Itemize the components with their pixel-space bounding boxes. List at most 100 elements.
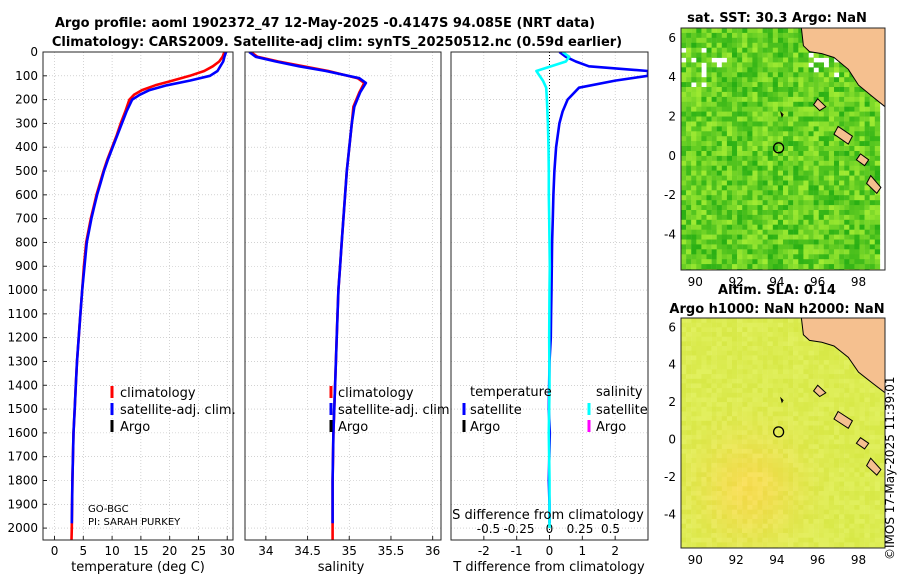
grid-cell <box>742 77 748 83</box>
grid-cell <box>762 205 768 211</box>
grid-cell <box>859 467 865 473</box>
grid-cell <box>777 509 784 515</box>
grid-cell <box>834 170 840 176</box>
grid-cell <box>777 332 784 338</box>
grid-cell <box>721 481 728 487</box>
grid-cell <box>747 165 753 171</box>
grid-cell <box>828 383 835 389</box>
grid-cell <box>772 332 779 338</box>
grid-cell <box>686 136 692 142</box>
grid-cell <box>681 214 687 221</box>
grid-cell <box>783 91 789 98</box>
grid-cell <box>874 481 881 487</box>
grid-cell <box>798 200 804 206</box>
grid-cell <box>691 406 697 413</box>
grid-cell <box>808 420 814 427</box>
grid-cell <box>767 327 773 333</box>
grid-cell <box>721 434 728 441</box>
grid-cell <box>752 126 758 132</box>
grid-cell <box>874 155 881 162</box>
grid-cell <box>757 244 763 250</box>
grid-cell <box>767 234 773 240</box>
grid-cell <box>747 346 753 352</box>
grid-cell <box>823 136 830 142</box>
grid-cell <box>757 514 763 520</box>
grid-cell <box>869 392 875 399</box>
grid-cell <box>772 185 779 191</box>
grid-cell <box>726 146 733 152</box>
grid-cell <box>767 322 773 328</box>
grid-cell <box>818 537 824 543</box>
grid-cell <box>762 52 768 58</box>
grid-cell <box>681 318 687 324</box>
sla-land <box>780 318 885 476</box>
grid-cell <box>726 87 733 93</box>
grid-cell <box>686 116 692 122</box>
grid-cell <box>864 383 870 389</box>
grid-cell <box>686 537 692 543</box>
grid-cell <box>818 416 824 422</box>
grid-cell <box>706 101 712 108</box>
grid-cell <box>798 448 804 455</box>
grid-cell <box>772 116 779 122</box>
grid-cell <box>849 229 855 235</box>
grid-cell <box>777 425 784 431</box>
grid-cell <box>757 332 763 338</box>
grid-cell <box>716 467 722 473</box>
grid-cell <box>839 439 845 445</box>
grid-cell <box>783 106 789 112</box>
grid-cell <box>757 327 763 333</box>
grid-cell <box>772 205 779 211</box>
grid-cell <box>803 254 809 260</box>
grid-cell <box>828 491 835 497</box>
grid-cell <box>874 388 881 394</box>
grid-cell <box>716 244 722 250</box>
grid-cell <box>777 91 784 98</box>
grid-cell <box>696 519 702 525</box>
grid-cell <box>788 131 794 137</box>
grid-cell <box>691 439 697 445</box>
grid-cell <box>732 264 738 270</box>
grid-cell <box>721 444 728 450</box>
grid-cell <box>716 364 722 370</box>
grid-cell <box>798 229 804 235</box>
grid-cell <box>767 378 773 385</box>
grid-cell <box>772 350 779 356</box>
grid-cell <box>823 210 830 216</box>
grid-cell <box>772 453 779 459</box>
grid-cell <box>757 397 763 403</box>
grid-cell <box>874 229 881 235</box>
grid-cell <box>869 165 875 171</box>
grid-cell <box>793 67 799 73</box>
grid-cell <box>839 77 845 83</box>
grid-cell <box>762 42 768 49</box>
grid-cell <box>823 434 830 441</box>
grid-cell <box>879 448 885 455</box>
grid-cell <box>737 234 743 240</box>
grid-cell <box>691 131 697 137</box>
grid-cell <box>762 383 768 389</box>
grid-cell <box>691 87 697 93</box>
grid-cell <box>757 101 763 108</box>
grid-cell <box>839 495 845 501</box>
grid-cell <box>772 47 779 53</box>
grid-cell <box>859 542 865 548</box>
grid-cell <box>752 101 758 108</box>
grid-cell <box>686 491 692 497</box>
grid-cell <box>762 239 768 245</box>
grid-cell <box>686 439 692 445</box>
grid-cell <box>752 205 758 211</box>
grid-cell <box>788 214 794 221</box>
grid-cell <box>747 322 753 328</box>
island <box>865 174 882 195</box>
grid-cell <box>706 374 712 380</box>
grid-cell <box>772 402 779 408</box>
s-difference-tick-label: 0 <box>546 522 554 536</box>
grid-cell <box>854 491 860 497</box>
grid-cell <box>686 234 692 240</box>
grid-cell <box>793 369 799 375</box>
grid-cell <box>864 509 870 515</box>
grid-cell <box>788 481 794 487</box>
grid-cell <box>721 505 728 511</box>
grid-cell <box>772 519 779 525</box>
